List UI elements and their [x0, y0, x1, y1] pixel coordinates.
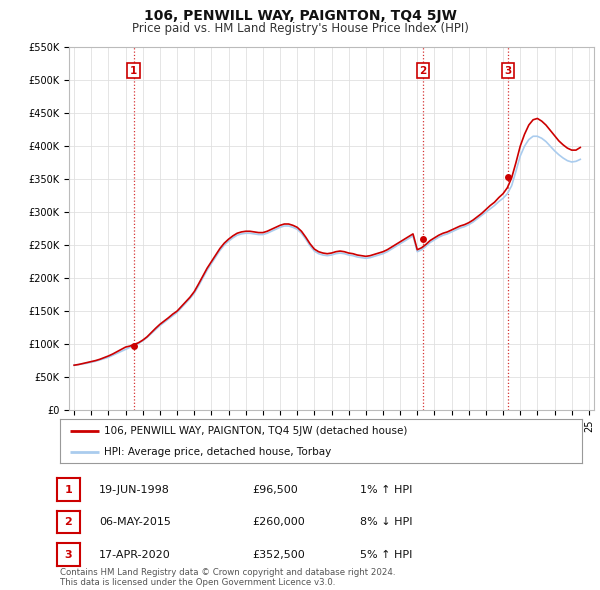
Text: 8% ↓ HPI: 8% ↓ HPI — [360, 517, 413, 527]
Text: HPI: Average price, detached house, Torbay: HPI: Average price, detached house, Torb… — [104, 447, 332, 457]
Text: Price paid vs. HM Land Registry's House Price Index (HPI): Price paid vs. HM Land Registry's House … — [131, 22, 469, 35]
Text: 17-APR-2020: 17-APR-2020 — [99, 550, 171, 559]
Text: 2: 2 — [65, 517, 72, 527]
Text: 19-JUN-1998: 19-JUN-1998 — [99, 485, 170, 494]
Text: 106, PENWILL WAY, PAIGNTON, TQ4 5JW (detached house): 106, PENWILL WAY, PAIGNTON, TQ4 5JW (det… — [104, 427, 408, 436]
Text: 3: 3 — [505, 66, 512, 76]
Text: Contains HM Land Registry data © Crown copyright and database right 2024.
This d: Contains HM Land Registry data © Crown c… — [60, 568, 395, 587]
Text: 1: 1 — [130, 66, 137, 76]
Text: 3: 3 — [65, 550, 72, 559]
Text: 1: 1 — [65, 485, 72, 494]
Text: £96,500: £96,500 — [252, 485, 298, 494]
Text: 2: 2 — [419, 66, 427, 76]
Text: 5% ↑ HPI: 5% ↑ HPI — [360, 550, 412, 559]
Text: 1% ↑ HPI: 1% ↑ HPI — [360, 485, 412, 494]
Text: £352,500: £352,500 — [252, 550, 305, 559]
Text: 06-MAY-2015: 06-MAY-2015 — [99, 517, 171, 527]
Text: 106, PENWILL WAY, PAIGNTON, TQ4 5JW: 106, PENWILL WAY, PAIGNTON, TQ4 5JW — [143, 9, 457, 23]
Text: £260,000: £260,000 — [252, 517, 305, 527]
